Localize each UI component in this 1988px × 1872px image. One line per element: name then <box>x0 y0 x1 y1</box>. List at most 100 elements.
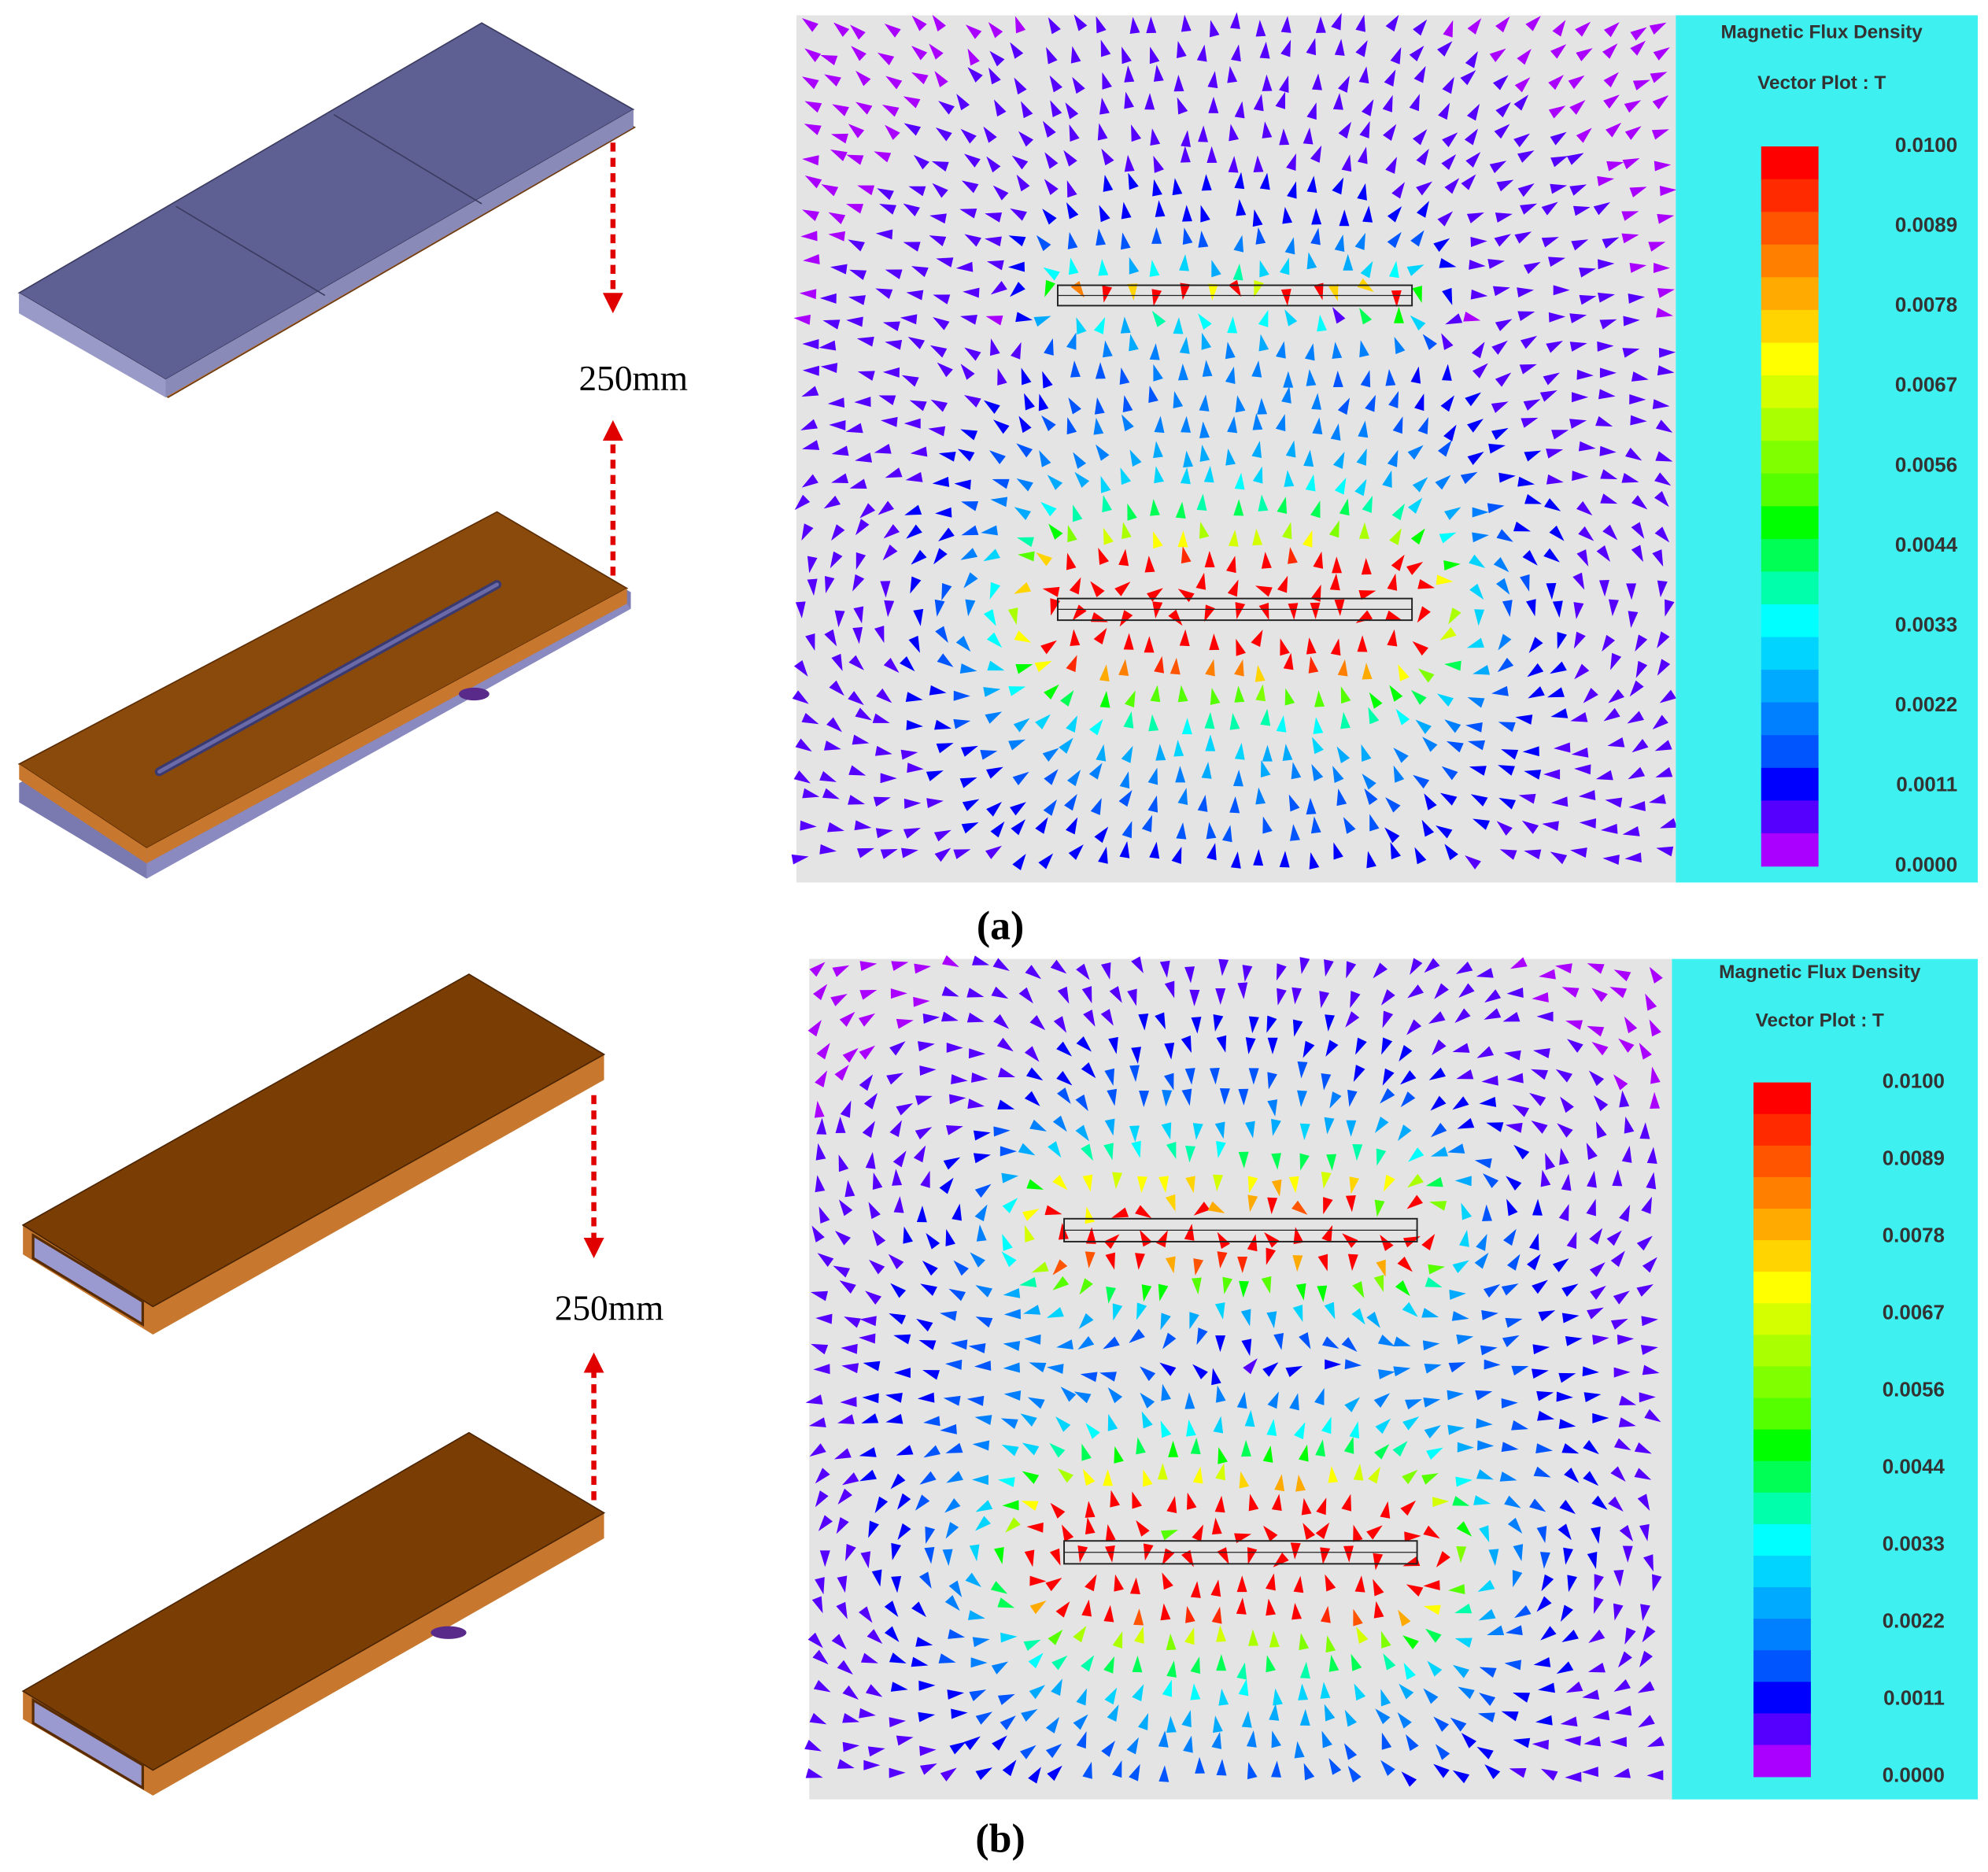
field-vector <box>933 294 951 305</box>
field-vector <box>1569 184 1587 196</box>
field-vector <box>1073 452 1087 469</box>
field-vector <box>1564 1468 1580 1483</box>
field-vector <box>1000 1632 1018 1643</box>
field-vector <box>1018 131 1034 147</box>
field-vector <box>932 183 948 198</box>
field-vector <box>1554 742 1571 753</box>
field-vector <box>1253 155 1264 172</box>
field-vector <box>809 1712 827 1725</box>
field-vector <box>855 707 872 721</box>
field-vector <box>1309 852 1320 870</box>
field-vector <box>1507 1517 1523 1534</box>
field-vector <box>1066 552 1077 570</box>
field-vector <box>1468 740 1486 751</box>
field-vector <box>911 46 928 61</box>
field-vector <box>1388 390 1399 408</box>
field-vector <box>868 1202 881 1220</box>
field-vector <box>1503 1050 1521 1061</box>
field-vector <box>1474 609 1485 626</box>
field-vector <box>1644 1409 1661 1423</box>
field-vector <box>836 1516 849 1534</box>
field-vector <box>1002 1198 1018 1213</box>
field-vector <box>1081 1655 1095 1672</box>
field-vector <box>1357 635 1368 652</box>
field-vector <box>1056 1087 1071 1104</box>
field-vector <box>1285 440 1296 458</box>
field-vector <box>811 1596 823 1614</box>
field-vector <box>851 46 867 61</box>
legend-tick-label: 0.0067 <box>1895 375 1957 397</box>
field-vector <box>880 581 891 598</box>
field-vector <box>1266 1311 1277 1329</box>
field-vector <box>1366 1525 1383 1540</box>
field-vector <box>1088 718 1103 736</box>
field-vector <box>1602 855 1620 866</box>
field-vector <box>1550 44 1567 59</box>
field-vector <box>1554 963 1572 974</box>
field-vector <box>1436 574 1454 585</box>
field-vector <box>1096 228 1107 246</box>
field-vector <box>1484 1764 1501 1780</box>
field-vector <box>1407 497 1423 514</box>
field-vector <box>856 847 874 858</box>
field-vector <box>1208 283 1218 301</box>
field-vector <box>1340 686 1351 704</box>
field-vector <box>892 1150 907 1168</box>
field-vector <box>1076 1688 1088 1706</box>
field-vector <box>1010 42 1024 59</box>
field-vector <box>989 582 1001 600</box>
field-vector <box>1412 477 1428 493</box>
field-vector <box>1560 1716 1578 1727</box>
field-vector <box>1240 1439 1251 1457</box>
field-vector <box>1248 1629 1258 1646</box>
field-vector <box>1076 317 1087 335</box>
field-vector <box>1557 1123 1573 1138</box>
field-vector <box>1100 475 1111 493</box>
field-vector <box>833 1265 851 1278</box>
field-vector <box>1524 493 1543 504</box>
field-vector <box>1657 365 1675 376</box>
field-vector <box>1452 1496 1470 1506</box>
field-vector <box>1382 1068 1395 1086</box>
field-vector <box>857 371 875 381</box>
field-vector <box>824 629 837 647</box>
field-vector <box>983 609 996 626</box>
field-vector <box>1461 1733 1477 1748</box>
field-vector <box>963 572 978 589</box>
field-vector <box>941 986 959 997</box>
color-band <box>1753 1272 1811 1305</box>
field-vector <box>1452 1043 1470 1053</box>
field-vector <box>1315 16 1326 33</box>
field-vector <box>1011 342 1022 360</box>
field-vector <box>986 260 1004 271</box>
field-vector <box>1619 1204 1631 1222</box>
field-vector <box>1454 1008 1471 1024</box>
field-vector <box>1511 1365 1529 1376</box>
field-vector <box>830 993 848 1006</box>
field-vector <box>1650 72 1668 83</box>
field-vector <box>836 1601 848 1619</box>
field-vector <box>1454 1176 1472 1187</box>
field-vector <box>1211 1368 1221 1386</box>
field-vector <box>1295 1474 1306 1492</box>
field-vector <box>1565 1771 1582 1782</box>
field-vector <box>1229 796 1240 814</box>
field-vector <box>1628 294 1646 304</box>
field-vector <box>1195 572 1206 590</box>
field-vector <box>859 1333 876 1344</box>
field-vector <box>1232 263 1243 281</box>
field-vector <box>859 961 878 972</box>
field-vector <box>802 338 819 349</box>
field-vector <box>1024 1091 1040 1106</box>
field-vector <box>938 101 955 115</box>
field-vector <box>1343 253 1354 271</box>
field-vector <box>1540 1552 1550 1569</box>
field-vector <box>1410 366 1421 384</box>
field-vector <box>1410 230 1424 247</box>
field-vector <box>1160 1313 1171 1331</box>
field-vector <box>1021 367 1032 386</box>
field-vector <box>831 473 849 484</box>
field-vector <box>1267 1197 1278 1215</box>
field-vector <box>935 507 952 518</box>
field-vector <box>1103 1604 1114 1623</box>
